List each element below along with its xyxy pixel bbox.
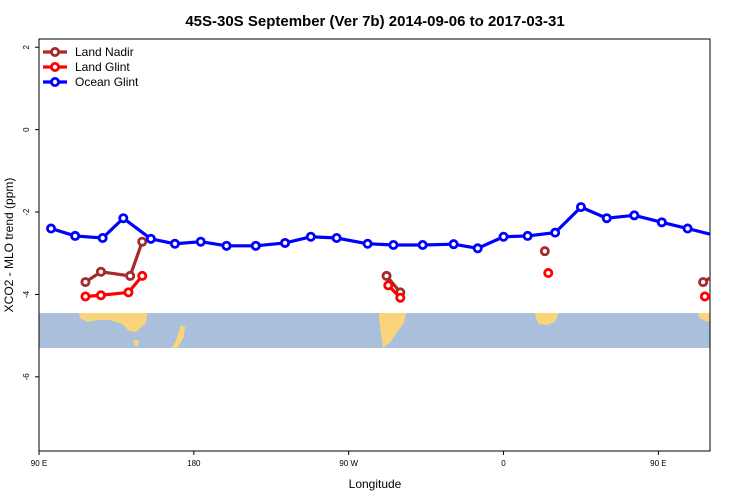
x-tick-label: 0: [501, 459, 506, 468]
x-axis-label: Longitude: [349, 477, 402, 491]
y-tick-label: -6: [22, 373, 31, 381]
data-point-ocean-glint: [331, 232, 342, 243]
data-point-ocean-glint: [717, 233, 724, 240]
y-axis: 2 0 -2 -4 -6: [22, 44, 39, 380]
data-point-land-nadir: [95, 266, 106, 277]
data-point-land-glint: [744, 289, 750, 296]
data-point-land-nadir: [381, 270, 392, 281]
data-point-ocean-glint: [388, 239, 399, 250]
data-point-ocean-glint: [448, 239, 459, 250]
series-land-glint: [80, 268, 750, 303]
southern-africa-landmass: [534, 312, 559, 326]
data-point-ocean-glint: [498, 231, 509, 242]
x-tick-label: 180: [187, 459, 201, 468]
y-axis-label: XCO2 - MLO trend (ppm): [2, 178, 16, 313]
south-america-landmass: [378, 312, 407, 348]
legend-item-ocean-glint: Ocean Glint: [43, 75, 139, 89]
data-point-ocean-glint: [46, 223, 57, 234]
data-point-land-glint: [123, 287, 134, 298]
australia-landmass: [697, 312, 710, 322]
legend-item-land-glint: Land Glint: [43, 60, 130, 74]
data-point-ocean-glint: [221, 240, 232, 251]
data-point-ocean-glint: [472, 243, 483, 254]
legend-marker: [50, 77, 61, 88]
chart-title: 45S-30S September (Ver 7b) 2014-09-06 to…: [185, 13, 564, 30]
data-point-land-nadir: [539, 246, 550, 257]
data-point-land-nadir: [137, 236, 148, 247]
legend-label: Land Nadir: [75, 45, 134, 59]
y-tick-label: -4: [22, 290, 31, 298]
data-point-land-nadir: [125, 270, 136, 281]
australia-landmass: [78, 312, 148, 333]
data-point-land-glint: [543, 268, 554, 279]
data-point-ocean-glint: [522, 230, 533, 241]
data-point-land-glint: [95, 290, 106, 301]
legend-item-land-nadir: Land Nadir: [43, 45, 134, 59]
legend-marker: [50, 47, 61, 58]
data-point-ocean-glint: [682, 223, 693, 234]
data-point-ocean-glint: [601, 213, 612, 224]
data-point-ocean-glint: [417, 239, 428, 250]
legend-label: Land Glint: [75, 60, 130, 74]
data-point-ocean-glint: [250, 240, 261, 251]
data-point-land-nadir: [698, 277, 709, 288]
world-map-strip: [39, 312, 710, 348]
series-line-land-glint: [704, 294, 710, 299]
series-ocean-glint: [46, 202, 748, 254]
data-point-ocean-glint: [97, 232, 108, 243]
data-point-ocean-glint: [741, 235, 748, 242]
data-point-land-nadir: [80, 277, 91, 288]
series-line-land-glint: [85, 274, 144, 299]
plot-frame: [38, 38, 711, 452]
data-point-ocean-glint: [362, 238, 373, 249]
data-point-ocean-glint: [118, 213, 129, 224]
data-point-ocean-glint: [145, 233, 156, 244]
data-point-ocean-glint: [656, 217, 667, 228]
data-point-ocean-glint: [70, 230, 81, 241]
data-point-land-nadir: [746, 272, 750, 279]
map-ocean: [39, 312, 710, 348]
data-point-land-glint: [699, 291, 710, 302]
series-line-ocean-glint: [50, 205, 710, 250]
x-tick-label: 90 W: [339, 459, 358, 468]
series-layer: [46, 202, 750, 303]
data-point-ocean-glint: [169, 238, 180, 249]
data-point-ocean-glint: [550, 227, 561, 238]
data-point-land-nadir: [717, 268, 724, 275]
legend-marker: [50, 62, 61, 73]
series-line-land-nadir: [84, 241, 144, 284]
y-tick-label: 0: [22, 127, 31, 132]
data-point-ocean-glint: [575, 202, 586, 213]
y-tick-label: -2: [22, 208, 31, 216]
y-tick-label: 2: [22, 44, 31, 49]
data-point-ocean-glint: [629, 210, 640, 221]
new-zealand-landmass: [171, 325, 186, 348]
data-point-land-glint: [80, 291, 91, 302]
series-land-nadir: [80, 236, 750, 298]
data-point-land-glint: [717, 292, 724, 299]
tasmania-landmass: [133, 340, 140, 347]
legend-label: Ocean Glint: [75, 75, 139, 89]
data-point-land-glint: [137, 270, 148, 281]
data-point-land-glint: [395, 292, 406, 303]
x-tick-label: 90 E: [650, 459, 666, 468]
data-point-ocean-glint: [305, 231, 316, 242]
data-point-land-glint: [383, 280, 394, 291]
data-point-ocean-glint: [280, 237, 291, 248]
data-point-ocean-glint: [195, 236, 206, 247]
x-tick-label: 90 E: [31, 459, 47, 468]
